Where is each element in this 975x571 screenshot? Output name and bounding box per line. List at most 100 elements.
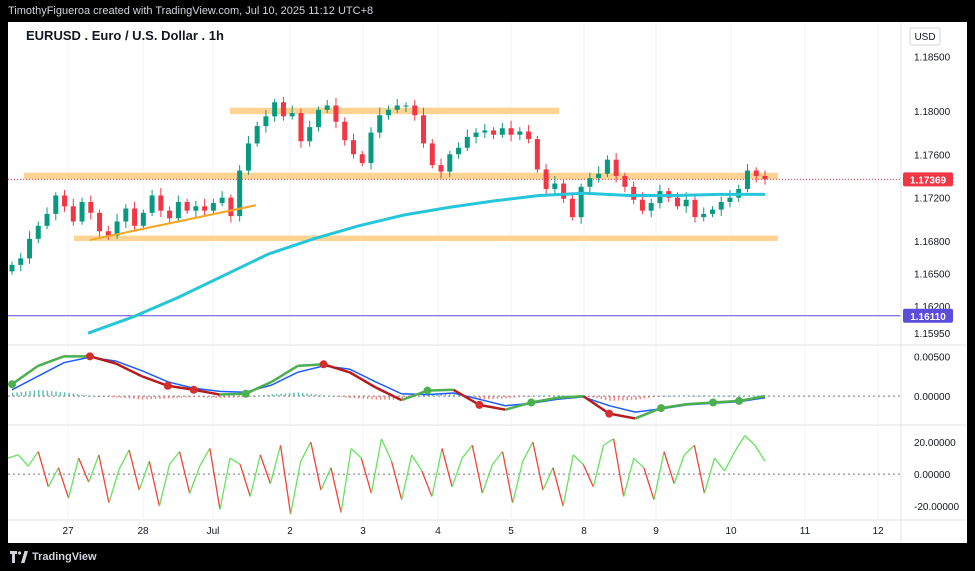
osc1-histogram-bar <box>600 396 603 400</box>
osc1-histogram-bar <box>215 396 217 398</box>
time-tick-label: 3 <box>360 526 366 537</box>
osc1-histogram-bar <box>275 393 278 397</box>
osc1-histogram-bar <box>306 393 308 397</box>
osc2-line-segment <box>512 461 524 504</box>
osc1-histogram-bar <box>548 395 551 397</box>
candle-body <box>342 121 348 141</box>
price-zone <box>24 172 778 180</box>
attribution-text: TimothyFigueroa created with TradingView… <box>8 5 374 17</box>
time-tick-label: 8 <box>581 526 587 537</box>
osc1-main-line-segment <box>660 402 688 410</box>
osc2-line-segment <box>78 457 90 483</box>
price-marker-label: 1.17369 <box>910 175 947 186</box>
osc1-histogram-bar <box>414 396 416 397</box>
osc1-histogram-bar <box>271 394 274 397</box>
osc2-line-segment <box>552 467 564 507</box>
candle-body <box>140 212 146 226</box>
candle-body <box>429 143 435 166</box>
osc2-line-segment <box>199 448 211 467</box>
osc1-histogram-bar <box>617 396 620 401</box>
osc1-histogram-bar <box>115 396 118 398</box>
osc2-line-segment <box>178 451 191 494</box>
osc2-line-segment <box>441 448 453 488</box>
osc1-histogram-bar <box>263 395 265 397</box>
candle-body <box>219 197 225 204</box>
candle-body <box>149 195 155 213</box>
osc1-histogram-bar <box>89 395 92 397</box>
osc2-tick-label: 0.00000 <box>914 470 951 481</box>
candle-body <box>386 109 391 116</box>
osc1-histogram-bar <box>42 390 44 397</box>
osc1-histogram-bar <box>362 396 365 399</box>
osc1-histogram-bar <box>479 396 481 400</box>
osc1-main-line-segment <box>531 396 558 404</box>
osc1-histogram-bar <box>228 396 230 398</box>
osc2-line-segment <box>522 441 534 462</box>
time-tick-label: Jul <box>207 526 220 537</box>
osc1-histogram-bar <box>587 396 590 397</box>
osc1-histogram-bar <box>33 390 36 397</box>
time-tick-label: 5 <box>508 526 514 537</box>
candle-body <box>421 115 427 144</box>
osc1-main-line-segment <box>582 395 610 415</box>
osc1-histogram-bar <box>392 396 395 400</box>
osc1-histogram-bar <box>154 396 157 400</box>
osc2-line-segment <box>219 457 231 510</box>
candle-body <box>683 199 689 207</box>
candle-body <box>254 126 260 144</box>
osc1-histogram-bar <box>475 396 477 399</box>
price-tick-label: 1.16500 <box>914 270 951 281</box>
osc1-histogram-bar <box>133 396 135 399</box>
osc1-main-line-segment <box>245 380 273 395</box>
chart-svg[interactable]: 1.18500 1.18000 1.17600 1.17200 1.16800 1.165… <box>8 22 967 543</box>
osc1-histogram-bar <box>314 394 317 397</box>
grid <box>67 22 879 519</box>
osc1-histogram-bar <box>159 396 161 399</box>
osc1-histogram-bar <box>384 396 386 400</box>
osc1-histogram-bar <box>349 396 352 399</box>
price-tick-label: 1.17200 <box>914 194 951 205</box>
candle-body <box>245 143 251 171</box>
candle-body <box>105 231 111 236</box>
osc1-main-line-segment <box>323 363 350 374</box>
candle-body <box>62 195 68 207</box>
osc2-line-segment <box>532 441 544 491</box>
osc1-histogram-bar <box>24 391 27 397</box>
osc1-histogram-bar <box>176 396 178 399</box>
chart-area[interactable]: 1.18500 1.18000 1.17600 1.17200 1.16800 1.165… <box>8 22 967 543</box>
osc1-histogram-bar <box>514 396 516 398</box>
osc1-main-line-segment <box>608 412 636 420</box>
osc1-main-line-segment <box>348 371 377 389</box>
osc1-tick-label: 0.00000 <box>914 392 951 403</box>
osc2-line-segment <box>360 457 372 494</box>
osc1-main-line-segment <box>37 355 65 368</box>
osc1-histogram-bar <box>613 396 616 401</box>
candle-body <box>447 154 453 172</box>
osc1-histogram-bar <box>198 396 200 398</box>
candle-body <box>35 225 41 239</box>
candle-body <box>438 165 444 172</box>
osc1-histogram-bar <box>120 396 122 398</box>
osc2-line-segment <box>673 454 685 484</box>
candle-body <box>622 175 628 187</box>
candle-body <box>18 258 24 265</box>
osc1-histogram-bar <box>630 396 633 401</box>
osc2-line-segment <box>118 449 130 470</box>
osc2-line-segment <box>572 454 584 465</box>
candle-body <box>79 201 85 222</box>
osc2-line-segment <box>350 447 362 459</box>
osc1-cross-dot <box>527 398 536 407</box>
osc1-cross-dot <box>85 352 94 361</box>
footer-brand: TradingView <box>32 551 97 563</box>
osc2-line-segment <box>98 454 110 504</box>
candle-body <box>543 169 549 189</box>
osc1-cross-dot <box>163 381 172 390</box>
osc1-histogram-bar <box>635 396 637 400</box>
osc1-histogram-bar <box>37 389 40 397</box>
osc1-main-line-segment <box>634 406 662 420</box>
osc2-line-segment <box>612 438 625 497</box>
candle-body <box>175 201 181 219</box>
candle-body <box>53 195 59 214</box>
osc2-line-segment <box>592 445 605 488</box>
currency-box[interactable] <box>909 27 941 46</box>
